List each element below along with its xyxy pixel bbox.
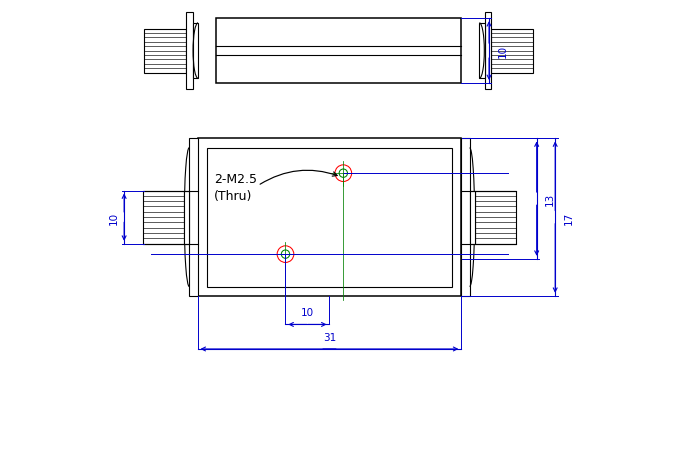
- Text: 31: 31: [323, 332, 336, 342]
- Bar: [461, 139, 470, 296]
- Bar: [470, 191, 475, 244]
- Bar: [475, 191, 516, 244]
- Bar: [145, 30, 186, 74]
- Text: 2-M2.5: 2-M2.5: [213, 172, 257, 185]
- Text: 17: 17: [563, 211, 574, 224]
- Bar: [184, 191, 190, 244]
- Bar: [186, 13, 192, 89]
- Text: 10: 10: [109, 211, 119, 224]
- Bar: [192, 24, 198, 79]
- Bar: [143, 191, 184, 244]
- Bar: [190, 139, 198, 296]
- Bar: [216, 19, 461, 84]
- Bar: [207, 149, 452, 287]
- Text: 10: 10: [497, 45, 507, 58]
- Text: 10: 10: [301, 307, 314, 317]
- Bar: [479, 24, 485, 79]
- Bar: [491, 30, 533, 74]
- Text: 13: 13: [545, 193, 555, 206]
- Bar: [485, 13, 491, 89]
- Text: (Thru): (Thru): [213, 190, 252, 203]
- Bar: [198, 139, 461, 296]
